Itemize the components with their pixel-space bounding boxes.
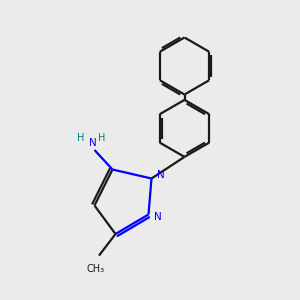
Text: N: N (154, 212, 161, 223)
Text: H: H (98, 134, 106, 143)
Text: H: H (77, 134, 85, 143)
Text: N: N (157, 170, 164, 181)
Text: N: N (89, 139, 97, 148)
Text: CH₃: CH₃ (87, 264, 105, 274)
